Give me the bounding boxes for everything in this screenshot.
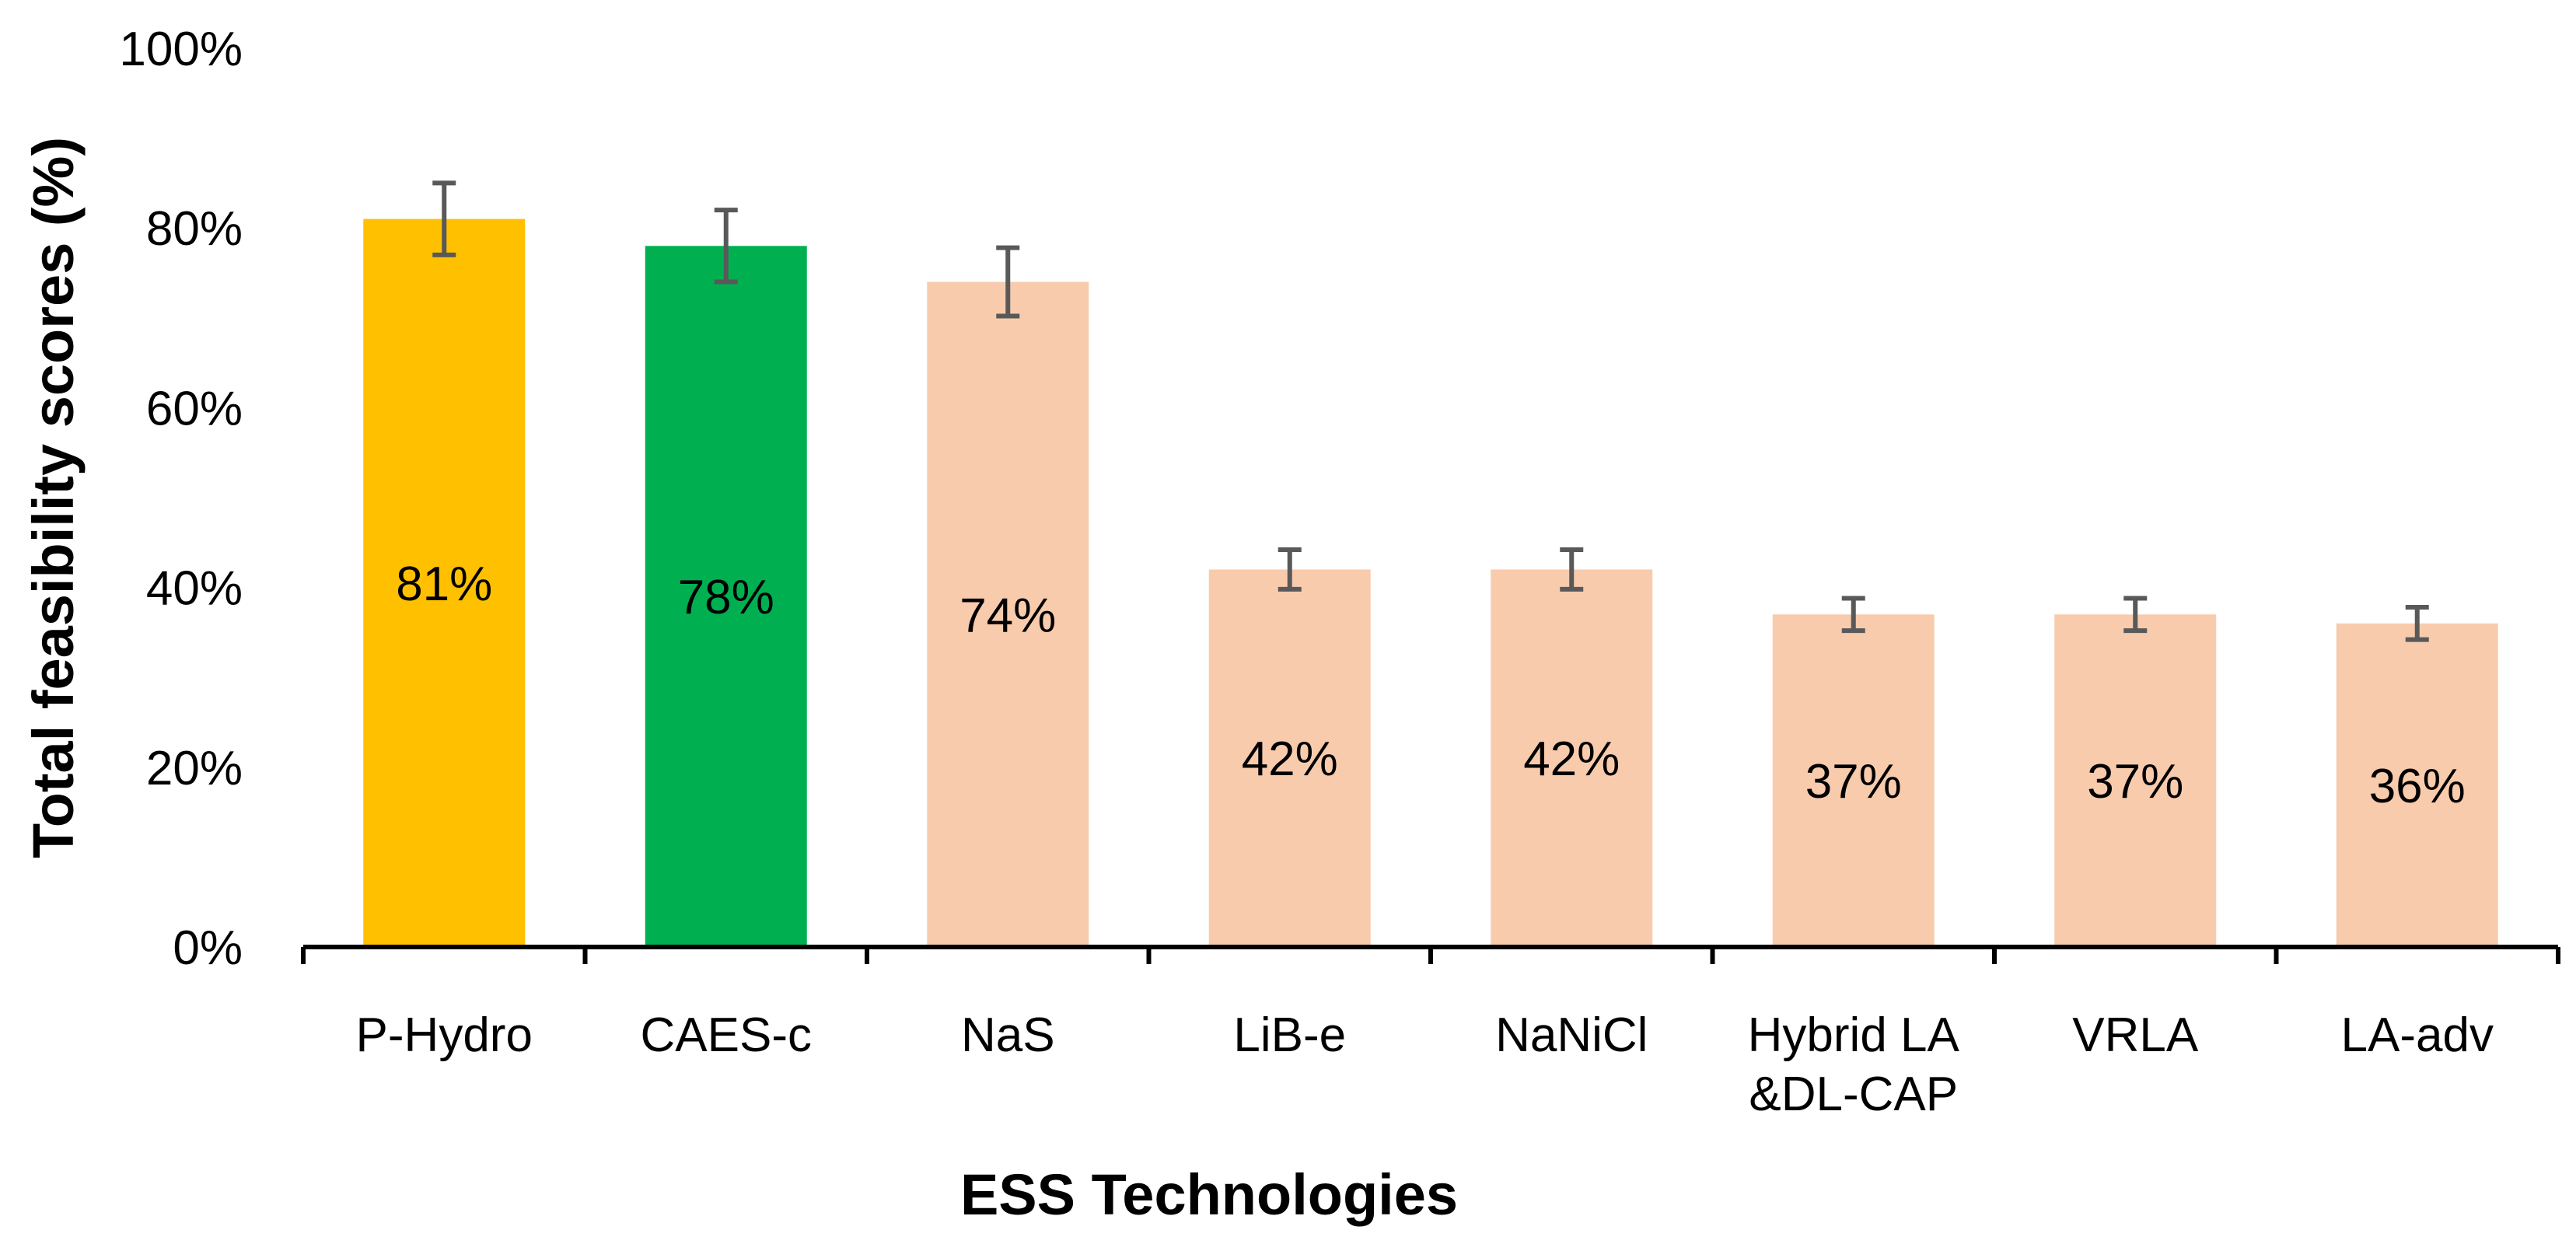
- category-label: NaNiCl: [1495, 1008, 1648, 1062]
- y-tick-label: 20%: [146, 742, 243, 795]
- y-tick-label: 40%: [146, 562, 243, 616]
- y-tick-label: 0%: [173, 921, 243, 975]
- category-label: LiB-e: [1233, 1008, 1346, 1062]
- error-bar: [2405, 605, 2429, 642]
- data-label: 42%: [1523, 732, 1620, 786]
- error-bar: [2123, 596, 2148, 634]
- category-label-line: NaS: [961, 1008, 1055, 1062]
- bar: [1491, 569, 1653, 947]
- data-label: 74%: [959, 589, 1056, 642]
- error-bar: [714, 208, 738, 285]
- category-label-line: LiB-e: [1233, 1008, 1346, 1062]
- error-bar: [1560, 547, 1584, 592]
- category-label: VRLA: [2072, 1008, 2199, 1062]
- data-label: 42%: [1242, 732, 1338, 786]
- y-tick-label: 80%: [146, 202, 243, 256]
- y-tick-label: 60%: [146, 382, 243, 435]
- error-bar: [1278, 547, 1302, 592]
- bar: [2336, 623, 2498, 947]
- bar: [363, 218, 526, 947]
- category-label: NaS: [961, 1008, 1055, 1062]
- bar: [645, 246, 807, 947]
- category-label-line: P-Hydro: [356, 1008, 533, 1062]
- data-label: 37%: [2087, 755, 2183, 809]
- x-axis-title: ESS Technologies: [960, 1162, 1458, 1227]
- category-label: P-Hydro: [356, 1008, 533, 1062]
- category-label: LA-adv: [2341, 1008, 2494, 1062]
- y-axis-title: Total feasibility scores (%): [21, 137, 86, 858]
- data-label: 36%: [2369, 760, 2466, 813]
- category-label: Hybrid LA &DL-CAP: [1748, 1008, 1960, 1121]
- bars: [363, 218, 2498, 947]
- bar: [2054, 614, 2217, 947]
- x-axis-category-labels: P-Hydro CAES-c NaS LiB-e NaNiCl Hybrid LA &DL-…: [356, 1008, 2494, 1121]
- category-label-line: VRLA: [2072, 1008, 2199, 1062]
- error-bars: [432, 180, 2429, 642]
- data-label: 78%: [678, 571, 774, 624]
- error-bar: [996, 245, 1020, 319]
- x-axis: [301, 945, 2560, 964]
- category-label-line: &DL-CAP: [1749, 1068, 1958, 1121]
- error-bar: [432, 180, 456, 257]
- data-label: 81%: [396, 557, 492, 611]
- category-label: CAES-c: [641, 1008, 812, 1062]
- data-labels: 81% 78% 74% 42% 42% 37% 37% 36%: [396, 557, 2466, 813]
- bar: [1208, 569, 1371, 947]
- y-tick-label: 100%: [119, 23, 243, 76]
- error-bar: [1841, 596, 1865, 634]
- bar: [927, 281, 1089, 947]
- data-label: 37%: [1805, 755, 1902, 809]
- category-label-line: CAES-c: [641, 1008, 812, 1062]
- category-label-line: Hybrid LA: [1748, 1008, 1960, 1062]
- category-label-line: NaNiCl: [1495, 1008, 1648, 1062]
- bar: [1772, 614, 1935, 947]
- y-axis-tick-labels: 0% 20% 40% 60% 80% 100%: [119, 23, 243, 975]
- category-label-line: LA-adv: [2341, 1008, 2494, 1062]
